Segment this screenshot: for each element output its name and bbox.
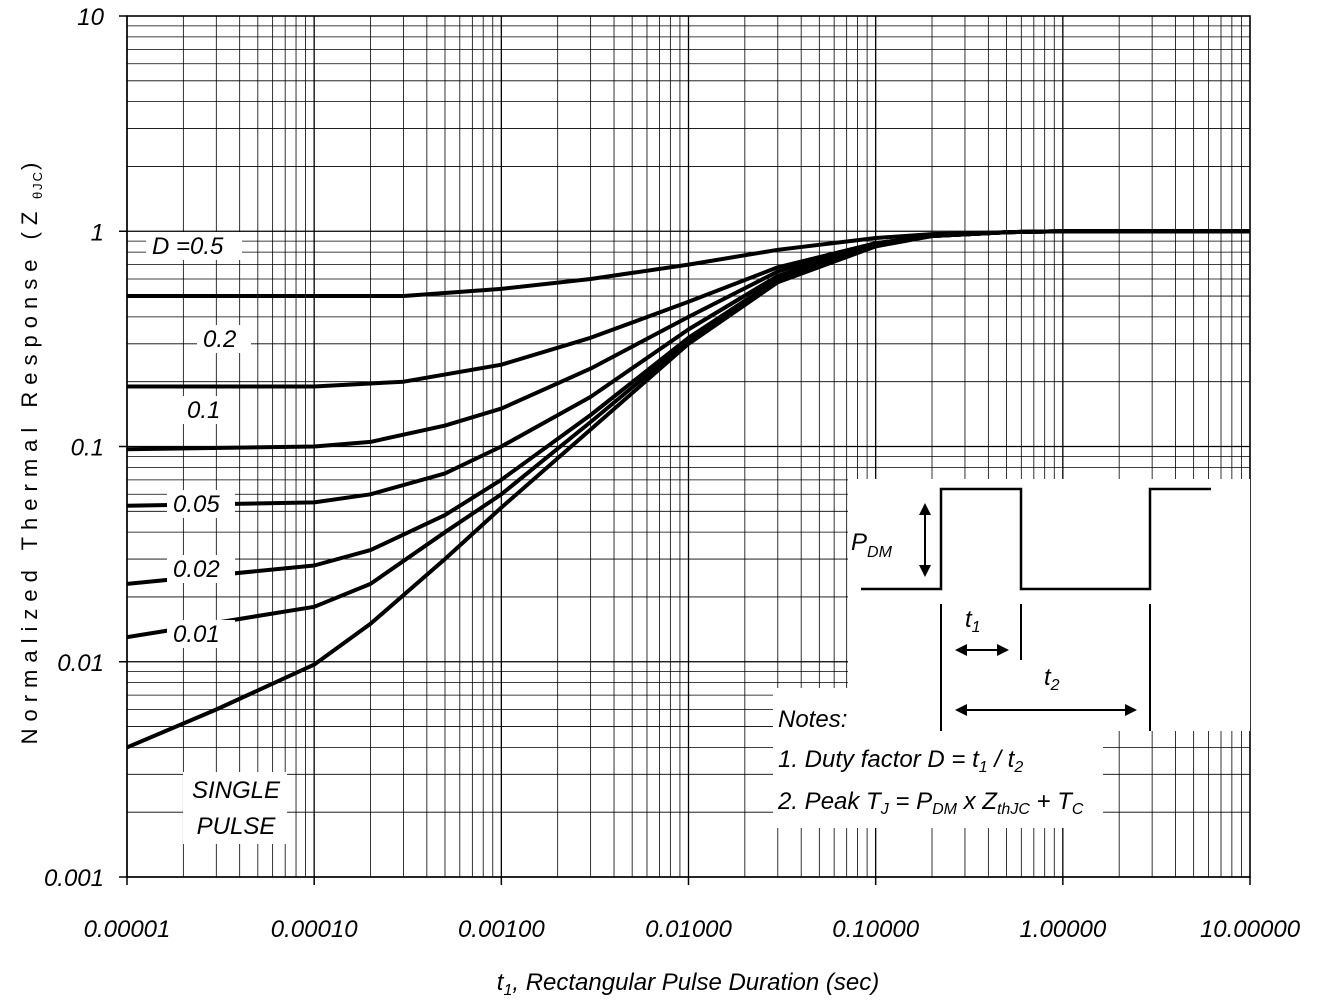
notes-line-1: 1. Duty factor D = t1 / t2 (778, 746, 1023, 776)
single-pulse-label-line2: PULSE (197, 813, 277, 840)
t1-label: t1 (965, 606, 981, 636)
curve-label-4: 0.02 (173, 556, 220, 583)
curve-label-bg-3 (167, 490, 235, 518)
single-pulse-label-bg (183, 772, 287, 844)
axes: 0.00001 0.00010 0.00100 0.01000 0.10000 1.000… (17, 4, 1301, 999)
curves (126, 229, 1250, 750)
t1-arrow-head-left (955, 644, 967, 656)
curve-label-1: 0.2 (203, 326, 236, 353)
y-axis-title: Normalized Thermal Response (Z θJC) (17, 156, 45, 745)
series-line-6 (126, 229, 1250, 750)
notes-line-2: 2. Peak TJ = PDM x ZthJC + TC (777, 788, 1084, 818)
x-tick-label-6: 10.00000 (1200, 916, 1301, 943)
curve-label-bg-4 (167, 555, 235, 583)
x-tick-label-0: 0.00001 (84, 916, 171, 943)
curve-labels: D =0.5 0.2 0.1 0.05 0.02 0.01 SINGLE PULSE (146, 232, 287, 844)
x-tick-label-4: 0.10000 (832, 916, 919, 943)
pdm-arrow-head-up (919, 503, 931, 515)
curve-label-bg-5 (167, 620, 235, 648)
curve-label-0: D =0.5 (152, 233, 224, 260)
x-tick-label-2: 0.00100 (458, 916, 545, 943)
y-tick-label-0: 10 (77, 4, 104, 31)
x-tick-label-5: 1.00000 (1019, 916, 1106, 943)
pdm-label: PDM (851, 529, 893, 561)
curve-label-5: 0.01 (173, 621, 220, 648)
curve-label-bg-2 (181, 396, 235, 424)
pulse-waveform (861, 487, 1211, 591)
single-pulse-label-line1: SINGLE (192, 777, 281, 804)
x-axis-title: t1, Rectangular Pulse Duration (sec) (497, 969, 879, 999)
y-tick-label-1: 1 (91, 219, 104, 246)
pulse-inset: PDM t1 t2 Notes: 1. Duty factor D = t1 / t2 2… (773, 479, 1250, 828)
t1-arrow-head-right (997, 644, 1009, 656)
curve-label-3: 0.05 (173, 491, 220, 518)
x-tick-label-3: 0.01000 (645, 916, 732, 943)
y-tick-label-3: 0.01 (57, 650, 104, 677)
x-tick-label-1: 0.00010 (271, 916, 358, 943)
curve-label-bg-1 (197, 325, 251, 353)
curve-label-bg-0 (146, 232, 242, 260)
y-tick-label-4: 0.001 (44, 865, 104, 892)
pdm-arrow-head-down (919, 565, 931, 577)
t2-arrow-head-left (955, 704, 967, 716)
notes-title: Notes: (778, 706, 847, 733)
t2-label: t2 (1044, 664, 1060, 694)
notes-bg (773, 688, 1103, 828)
t2-arrow-head-right (1125, 704, 1137, 716)
y-tick-label-2: 0.1 (71, 435, 104, 462)
curve-label-2: 0.1 (187, 397, 220, 424)
